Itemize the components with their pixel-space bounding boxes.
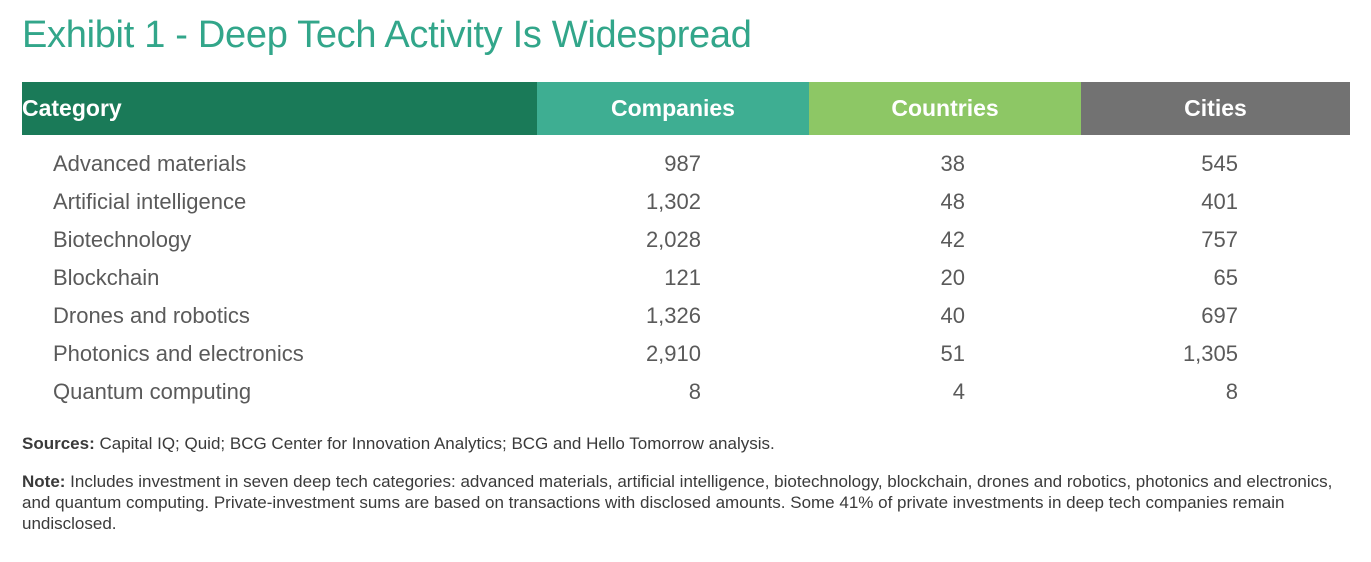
deep-tech-table: Category Companies Countries Cities Adva…	[22, 82, 1350, 411]
cell-companies: 8	[688, 379, 701, 404]
cell-cities: 697	[1201, 303, 1238, 328]
cell-countries: 40	[940, 303, 965, 328]
column-header-category: Category	[22, 82, 537, 135]
table-row: Advanced materials 987 38 545	[22, 135, 1350, 183]
note-footnote: Note: Includes investment in seven deep …	[22, 471, 1347, 534]
cell-countries: 4	[952, 379, 965, 404]
column-header-countries: Countries	[809, 82, 1081, 135]
note-label: Note:	[22, 472, 66, 491]
table-row: Artificial intelligence 1,302 48 401	[22, 183, 1350, 221]
column-header-cities: Cities	[1081, 82, 1350, 135]
cell-companies: 987	[664, 151, 701, 176]
cell-countries: 38	[940, 151, 965, 176]
cell-cities: 545	[1201, 151, 1238, 176]
cell-cities: 1,305	[1182, 341, 1238, 366]
cell-countries: 42	[940, 227, 965, 252]
cell-countries: 48	[940, 189, 965, 214]
cell-countries: 51	[940, 341, 965, 366]
note-text: Includes investment in seven deep tech c…	[22, 472, 1333, 533]
cell-companies: 1,326	[645, 303, 701, 328]
cell-category: Drones and robotics	[53, 303, 250, 328]
cell-category: Artificial intelligence	[53, 189, 247, 214]
exhibit-title: Exhibit 1 - Deep Tech Activity Is Widesp…	[22, 14, 752, 56]
cell-countries: 20	[940, 265, 965, 290]
cell-category: Quantum computing	[53, 379, 252, 404]
table-row: Drones and robotics 1,326 40 697	[22, 297, 1350, 335]
table-row: Photonics and electronics 2,910 51 1,305	[22, 335, 1350, 373]
table-row: Blockchain 121 20 65	[22, 259, 1350, 297]
column-header-companies: Companies	[537, 82, 809, 135]
table-row: Quantum computing 8 4 8	[22, 373, 1350, 411]
cell-cities: 8	[1225, 379, 1238, 404]
cell-category: Blockchain	[53, 265, 160, 290]
sources-text: Capital IQ; Quid; BCG Center for Innovat…	[94, 434, 775, 453]
cell-category: Biotechnology	[53, 227, 192, 252]
cell-companies: 121	[664, 265, 701, 290]
cell-category: Advanced materials	[53, 151, 247, 176]
cell-cities: 401	[1201, 189, 1238, 214]
cell-companies: 1,302	[645, 189, 701, 214]
cell-cities: 757	[1201, 227, 1238, 252]
table-row: Biotechnology 2,028 42 757	[22, 221, 1350, 259]
cell-companies: 2,910	[645, 341, 701, 366]
cell-companies: 2,028	[645, 227, 701, 252]
table-header-row: Category Companies Countries Cities	[22, 82, 1350, 135]
table-body: Advanced materials 987 38 545 Artificial int…	[22, 135, 1350, 411]
cell-cities: 65	[1213, 265, 1238, 290]
sources-label: Sources:	[22, 434, 95, 453]
sources-footnote: Sources: Capital IQ; Quid; BCG Center fo…	[22, 434, 1352, 454]
cell-category: Photonics and electronics	[53, 341, 304, 366]
